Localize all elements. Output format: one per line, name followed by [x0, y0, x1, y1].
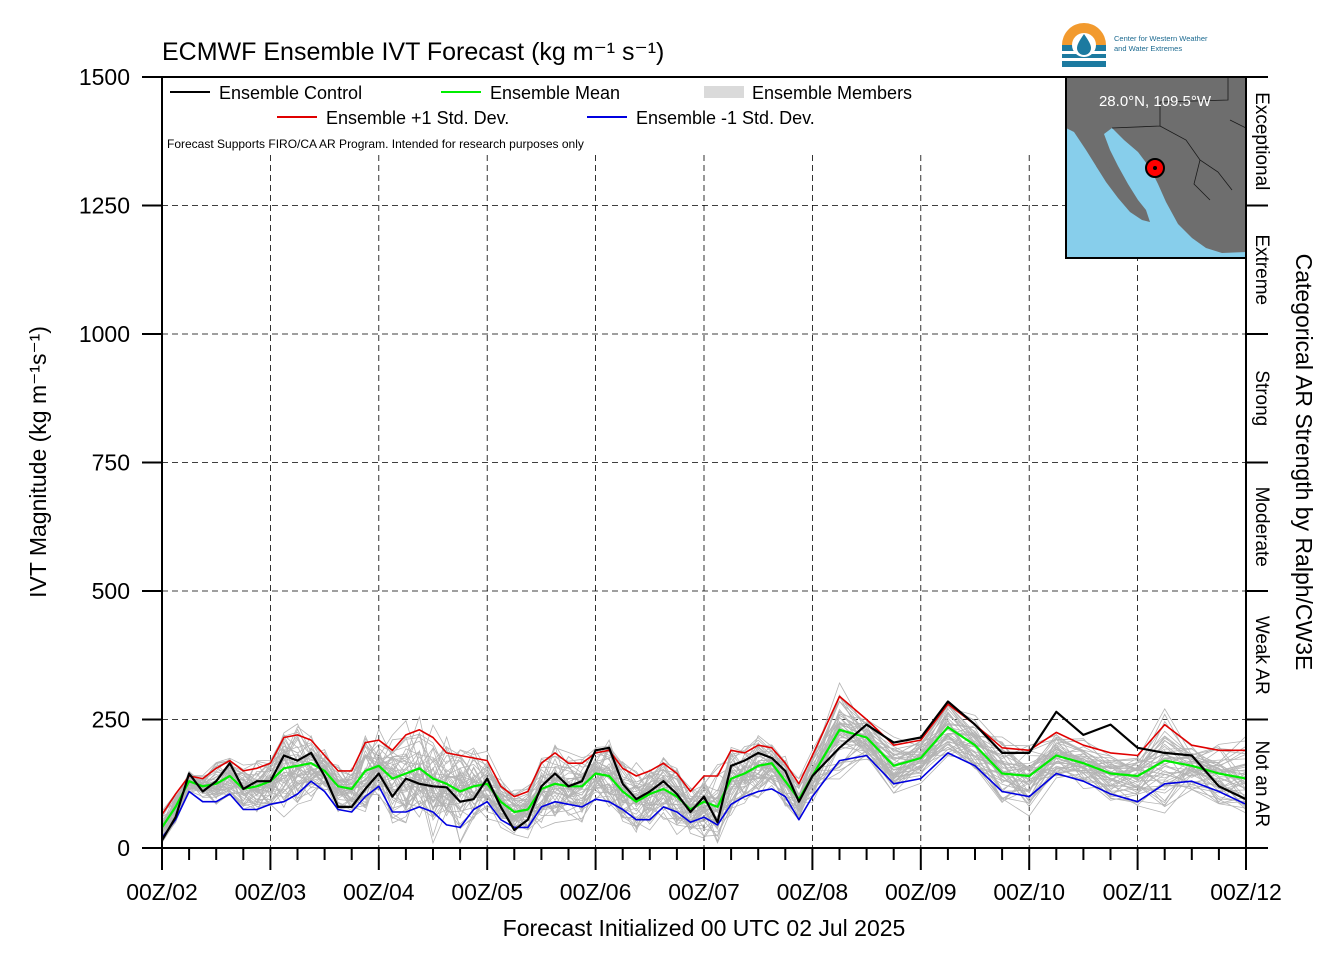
legend-label-minus-std: Ensemble -1 Std. Dev. — [636, 108, 815, 128]
axes: 0 250 500 750 1000 1250 1500 00Z/02 00Z/03 00Z/04… — [79, 64, 1282, 905]
logo-text-line1: Center for Western Weather — [1114, 34, 1208, 43]
x-tick-label: 00Z/12 — [1210, 879, 1282, 905]
series-ensemble-mean — [161, 726, 1247, 829]
x-tick-label: 00Z/10 — [993, 879, 1065, 905]
legend-label-mean: Ensemble Mean — [490, 83, 620, 103]
y-tick-label: 0 — [117, 835, 130, 861]
y-tick-label: 1250 — [79, 193, 130, 219]
series-lines — [161, 695, 1247, 841]
legend-label-members: Ensemble Members — [752, 83, 912, 103]
logo-text-line2: and Water Extremes — [1114, 44, 1182, 53]
series-ensemble-control — [161, 700, 1247, 841]
y-tick-label: 1000 — [79, 321, 130, 347]
ensemble-member-line — [161, 727, 1247, 830]
legend-members-swatch — [704, 86, 744, 98]
ensemble-member-line — [161, 746, 1247, 845]
research-note: Forecast Supports FIRO/CA AR Program. In… — [167, 137, 584, 151]
category-label: Not an AR — [1251, 740, 1272, 827]
ensemble-member-line — [161, 742, 1247, 834]
category-label: Moderate — [1251, 487, 1272, 567]
x-tick-label: 00Z/05 — [451, 879, 523, 905]
category-label: Extreme — [1251, 234, 1272, 305]
location-inset-map: 28.0°N, 109.5°W — [1065, 76, 1247, 259]
category-label: Strong — [1251, 370, 1272, 426]
y-tick-label: 750 — [92, 450, 130, 476]
ensemble-member-line — [161, 703, 1247, 835]
x-tick-label: 00Z/04 — [343, 879, 415, 905]
ensemble-member-line — [161, 733, 1247, 832]
y-tick-label: 1500 — [79, 64, 130, 90]
x-tick-label: 00Z/07 — [668, 879, 740, 905]
ensemble-member-line — [161, 711, 1247, 833]
x-tick-label: 00Z/06 — [560, 879, 632, 905]
chart-title: ECMWF Ensemble IVT Forecast (kg m⁻¹ s⁻¹) — [162, 38, 664, 66]
x-tick-label: 00Z/09 — [885, 879, 957, 905]
category-label: Exceptional — [1251, 92, 1272, 190]
inset-coordinates-label: 28.0°N, 109.5°W — [1099, 93, 1212, 110]
x-tick-label: 00Z/11 — [1103, 879, 1173, 905]
ensemble-member-line — [161, 734, 1247, 842]
x-tick-label: 00Z/03 — [235, 879, 307, 905]
y-axis-label: IVT Magnitude (kg m⁻¹s⁻¹) — [25, 326, 51, 598]
y-tick-label: 250 — [92, 707, 130, 733]
legend: Ensemble Control Ensemble Mean Ensemble … — [167, 83, 912, 151]
series-ensemble-1-std-dev — [161, 752, 1247, 839]
right-axis-label: Categorical AR Strength by Ralph/CW3E — [1291, 254, 1317, 671]
legend-label-control: Ensemble Control — [219, 83, 362, 103]
cw3e-logo: Center for Western Weather and Water Ext… — [1062, 23, 1208, 67]
x-tick-label: 00Z/02 — [126, 879, 198, 905]
x-axis-label: Forecast Initialized 00 UTC 02 Jul 2025 — [503, 915, 906, 941]
y-tick-label: 500 — [92, 578, 130, 604]
category-label: Weak AR — [1251, 616, 1272, 695]
x-tick-label: 00Z/08 — [777, 879, 849, 905]
legend-label-plus-std: Ensemble +1 Std. Dev. — [326, 108, 509, 128]
